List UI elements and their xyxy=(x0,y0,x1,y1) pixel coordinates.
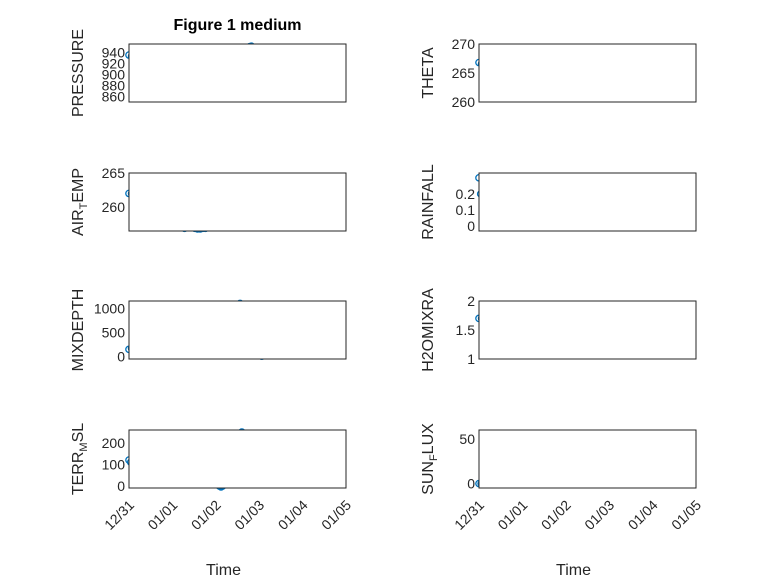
y-tick-label: 0.1 xyxy=(456,202,476,218)
y-tick-label: 1000 xyxy=(94,300,125,316)
x-axis-label: Time xyxy=(556,562,591,579)
x-tick-label: 01/03 xyxy=(581,497,617,533)
axes-box xyxy=(478,300,697,360)
y-tick-label: 0 xyxy=(467,218,475,234)
subplot-rainfall: 00.10.2 RAINFALL xyxy=(420,164,697,240)
y-axis-label-main: SUN xyxy=(420,461,437,495)
subplot-air-temp: 260 265 AIRTEMP xyxy=(70,165,347,236)
y-tick-label: 260 xyxy=(102,199,126,215)
x-tick-label: 12/31 xyxy=(101,497,137,533)
y-axis-label: AIRTEMP xyxy=(70,168,90,236)
y-axis-label-main: AIR xyxy=(70,209,87,236)
y-axis-label: RAINFALL xyxy=(420,164,437,240)
x-tick-label: 01/05 xyxy=(318,497,354,533)
y-tick-label: 260 xyxy=(452,94,476,110)
y-tick-label: 0 xyxy=(467,476,475,492)
axes-box xyxy=(128,300,347,360)
x-tick-label: 01/04 xyxy=(275,497,311,533)
x-tick-label: 12/31 xyxy=(451,497,487,533)
x-tick-label: 01/01 xyxy=(494,497,530,533)
axes-box xyxy=(478,429,697,489)
y-tick-label: 940 xyxy=(102,44,126,60)
x-tick-label: 01/02 xyxy=(188,497,224,533)
y-tick-label: 265 xyxy=(102,165,126,181)
subplot-terr-msl: 0 100 200 12/31 01/01 01/02 01/03 01/04 01/05 TER… xyxy=(70,423,354,579)
subplot-h2omixra: 1 1.5 2 H2OMIXRA xyxy=(420,288,697,372)
y-axis-label: H2OMIXRA xyxy=(420,288,437,372)
y-axis-label: TERRMSL xyxy=(70,423,90,495)
x-tick-label: 01/04 xyxy=(625,497,661,533)
y-axis-label: MIXDEPTH xyxy=(70,289,87,372)
y-axis-label-main: TERR xyxy=(70,452,87,496)
x-tick-label: 01/01 xyxy=(144,497,180,533)
x-tick-label: 01/03 xyxy=(231,497,267,533)
y-tick-label: 500 xyxy=(102,324,126,340)
y-tick-label: 900 xyxy=(102,66,126,82)
y-tick-label: 1 xyxy=(467,351,475,367)
y-tick-label: 920 xyxy=(102,55,126,71)
y-axis-label-subscript: M xyxy=(78,442,90,451)
axes-box xyxy=(128,429,347,489)
x-axis-label: Time xyxy=(206,562,241,579)
y-axis-label: SUNFLUX xyxy=(420,423,440,495)
y-tick-label: 2 xyxy=(467,293,475,309)
y-tick-label: 0 xyxy=(117,478,125,494)
x-tick-label: 01/02 xyxy=(538,497,574,533)
y-axis-label-subscript: T xyxy=(78,202,90,209)
axes-box xyxy=(128,172,347,232)
y-tick-label: 50 xyxy=(459,431,475,447)
y-tick-label: 200 xyxy=(102,435,126,451)
y-axis-label-rest: SL xyxy=(70,423,87,443)
x-tick-label: 01/05 xyxy=(668,497,704,533)
subplot-sun-flux: 0 50 12/31 01/01 01/02 01/03 01/04 01/05 SUNFLUX… xyxy=(420,423,704,579)
y-tick-label: 880 xyxy=(102,77,126,93)
y-axis-label: PRESSURE xyxy=(70,29,87,117)
y-tick-label: 860 xyxy=(102,88,126,104)
y-tick-label: 265 xyxy=(452,65,476,81)
y-axis-label-rest: EMP xyxy=(70,168,87,203)
axes-box xyxy=(478,43,697,103)
y-axis-label: THETA xyxy=(420,47,437,99)
y-tick-label: 1.5 xyxy=(456,322,476,338)
y-tick-label: 0.2 xyxy=(456,186,476,202)
subplot-theta: 260 265 270 THETA xyxy=(420,36,697,110)
axes-box xyxy=(128,43,347,103)
y-tick-label: 270 xyxy=(452,36,476,52)
chart-title: Figure 1 medium xyxy=(173,17,301,34)
y-axis-label-rest: LUX xyxy=(420,423,437,454)
y-axis-label-subscript: F xyxy=(428,454,440,461)
axes-box xyxy=(478,172,697,232)
y-tick-label: 100 xyxy=(102,456,126,472)
subplot-mixdepth: 0 500 1000 MIXDEPTH xyxy=(70,289,347,372)
y-tick-label: 0 xyxy=(117,349,125,365)
